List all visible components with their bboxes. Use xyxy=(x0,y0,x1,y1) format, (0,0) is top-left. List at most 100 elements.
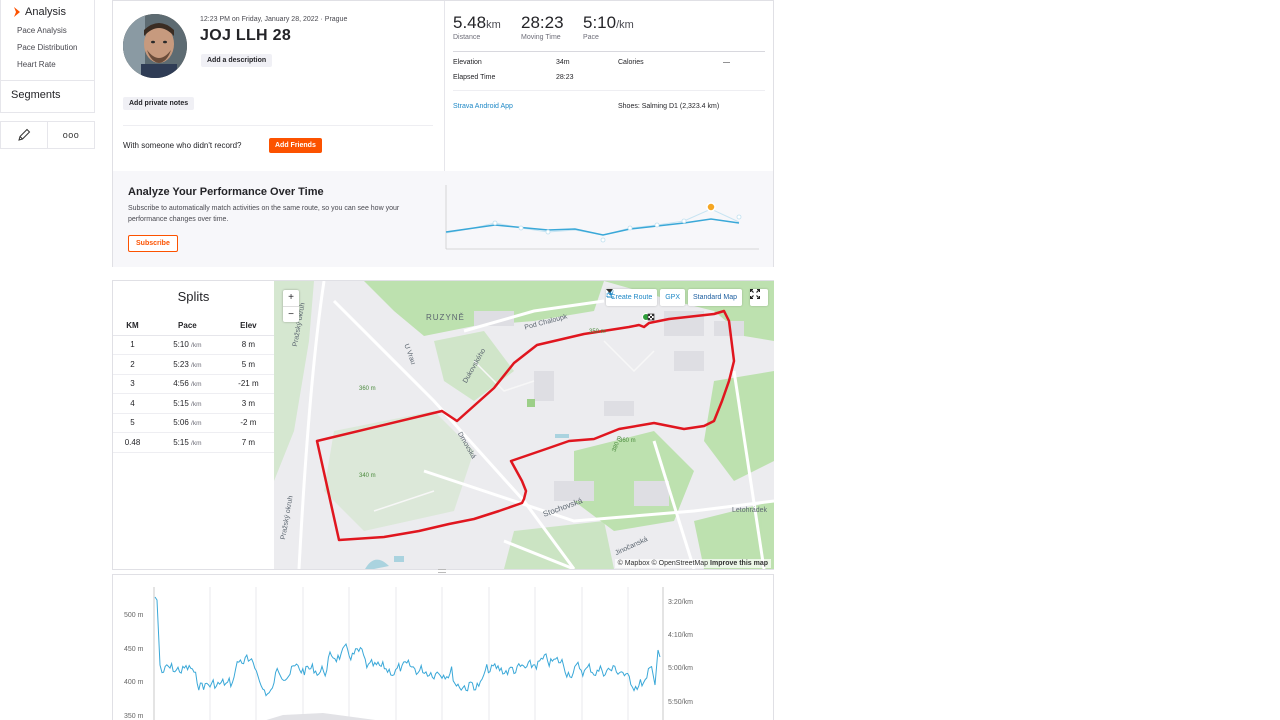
map-label: 360 m xyxy=(619,438,636,444)
sidebar-item-segments[interactable]: Segments xyxy=(1,80,94,112)
edit-button[interactable] xyxy=(1,122,47,148)
divider xyxy=(123,125,433,126)
y-tick-right: 5:50/km xyxy=(668,699,693,706)
add-private-notes-button[interactable]: Add private notes xyxy=(123,97,195,110)
activity-title[interactable]: JOJ LLH 28 xyxy=(200,27,292,44)
map-canvas xyxy=(274,281,774,569)
stat-distance: 5.48km Distance xyxy=(453,13,501,41)
split-pace: 4:56 /km xyxy=(151,374,223,394)
y-tick-left: 400 m xyxy=(124,679,144,686)
activity-datetime: 12:23 PM on Friday, January 28, 2022 · P… xyxy=(200,16,348,23)
add-description-button[interactable]: Add a description xyxy=(201,54,273,67)
elevation-value: 34m xyxy=(556,59,570,66)
add-friends-button[interactable]: Add Friends xyxy=(269,138,322,153)
column-header-elev: Elev xyxy=(222,317,274,336)
table-row[interactable]: 1 5:10 /km 8 m xyxy=(113,335,274,355)
promo-description: Subscribe to automatically match activit… xyxy=(128,205,400,223)
split-pace: 5:10 /km xyxy=(151,335,223,355)
gpx-download-button[interactable]: GPX xyxy=(606,289,686,306)
fullscreen-button[interactable] xyxy=(750,289,768,306)
attribution-text[interactable]: © Mapbox © OpenStreetMap xyxy=(617,560,709,567)
zoom-out-button[interactable]: − xyxy=(283,306,299,322)
sidebar-item-pace-analysis[interactable]: Pace Analysis xyxy=(17,26,67,35)
map-attribution: © Mapbox © OpenStreetMap Improve this ma… xyxy=(614,559,771,568)
analyze-performance-promo: Analyze Your Performance Over Time Subsc… xyxy=(113,171,773,267)
table-row[interactable]: 0.48 5:15 /km 7 m xyxy=(113,432,274,453)
table-row[interactable]: 4 5:15 /km 3 m xyxy=(113,393,274,414)
split-elev: -21 m xyxy=(222,374,274,394)
moving-time-label: Moving Time xyxy=(521,34,561,41)
device-app-link[interactable]: Strava Android App xyxy=(453,103,513,110)
split-pace: 5:15 /km xyxy=(151,393,223,414)
y-tick-right: 5:00/km xyxy=(668,665,693,672)
subscribe-button[interactable]: Subscribe xyxy=(128,235,178,252)
splits-title: Splits xyxy=(177,289,210,304)
map-label: RUZYNĚ xyxy=(426,313,465,322)
split-pace: 5:23 /km xyxy=(151,354,223,375)
splits-table-panel: Splits KM Pace Elev 1 5:10 /km 8 m 2 5:2… xyxy=(113,281,274,569)
map-zoom-control: + − xyxy=(283,290,299,322)
zoom-in-button[interactable]: + xyxy=(288,292,294,303)
stat-moving-time: 28:23 Moving Time xyxy=(521,13,564,41)
sidebar-tools: ooo xyxy=(0,121,95,149)
table-row[interactable]: 3 4:56 /km -21 m xyxy=(113,374,274,394)
table-header-row: KM Pace Elev xyxy=(113,317,274,336)
ellipsis-icon: ooo xyxy=(62,130,80,140)
divider xyxy=(453,90,765,91)
y-tick-left: 500 m xyxy=(124,612,144,619)
avatar[interactable] xyxy=(123,14,187,78)
split-elev: 5 m xyxy=(222,354,274,375)
activity-details: 12:23 PM on Friday, January 28, 2022 · P… xyxy=(113,1,445,171)
split-elev: -2 m xyxy=(222,413,274,433)
split-km: 4 xyxy=(113,393,152,414)
elevation-pace-chart: 500 m 450 m 400 m 350 m 3:20/km 4:10/km … xyxy=(112,574,774,720)
stat-pace: 5:10/km Pace xyxy=(583,13,634,41)
sidebar-item-pace-distribution[interactable]: Pace Distribution xyxy=(17,43,78,52)
promo-title: Analyze Your Performance Over Time xyxy=(128,186,324,198)
route-map[interactable]: RUZYNĚ Pražský okruh Pražský okruh Stoch… xyxy=(274,281,774,569)
elapsed-time-label: Elapsed Time xyxy=(453,74,496,81)
split-pace: 5:15 /km xyxy=(151,432,223,453)
activity-stats: 5.48km Distance 28:23 Moving Time 5:10/k… xyxy=(453,1,775,171)
activity-summary-panel: 12:23 PM on Friday, January 28, 2022 · P… xyxy=(112,0,774,267)
calories-label: Calories xyxy=(618,59,644,66)
column-header-pace: Pace xyxy=(151,317,223,336)
distance-unit: km xyxy=(486,19,501,31)
split-km: 2 xyxy=(113,354,152,375)
pace-value: 5:10 xyxy=(583,13,617,32)
divider xyxy=(453,51,765,52)
pace-unit: /km xyxy=(616,19,634,31)
gpx-label: GPX xyxy=(665,294,681,301)
with-someone-text: With someone who didn't record? xyxy=(123,141,242,150)
sidebar-item-analysis[interactable]: Analysis xyxy=(13,6,94,18)
y-tick-right: 4:10/km xyxy=(668,632,693,639)
table-row[interactable]: 5 5:06 /km -2 m xyxy=(113,413,274,433)
pace-label: Pace xyxy=(583,34,599,41)
split-pace: 5:06 /km xyxy=(151,413,223,433)
resize-handle[interactable] xyxy=(438,569,446,573)
sidebar-item-analysis-label: Analysis xyxy=(25,6,66,18)
split-km: 0.48 xyxy=(113,432,152,453)
sidebar-analysis-section: Analysis Pace Analysis Pace Distribution… xyxy=(1,0,94,80)
map-label: Letohrádek xyxy=(732,507,768,514)
map-label: 360 m xyxy=(359,386,376,392)
performance-trend-graphic xyxy=(445,185,759,250)
column-header-km: KM xyxy=(113,317,152,336)
elapsed-time-value: 28:23 xyxy=(556,74,574,81)
caret-down-icon xyxy=(605,289,613,293)
athlete-photo xyxy=(123,14,187,78)
improve-map-link[interactable]: Improve this map xyxy=(710,560,768,567)
split-km: 1 xyxy=(113,335,152,355)
distance-value: 5.48 xyxy=(453,13,487,32)
sidebar-nav: Analysis Pace Analysis Pace Distribution… xyxy=(0,0,95,113)
map-label: 340 m xyxy=(359,473,376,479)
split-km: 5 xyxy=(113,413,152,433)
table-row[interactable]: 2 5:23 /km 5 m xyxy=(113,354,274,375)
expand-icon xyxy=(750,289,760,299)
split-elev: 3 m xyxy=(222,393,274,414)
split-km: 3 xyxy=(113,374,152,394)
calories-value: — xyxy=(723,59,730,66)
more-button[interactable]: ooo xyxy=(47,122,94,148)
sidebar-item-heart-rate[interactable]: Heart Rate xyxy=(17,60,56,69)
map-type-select[interactable]: Standard Map xyxy=(605,289,742,306)
